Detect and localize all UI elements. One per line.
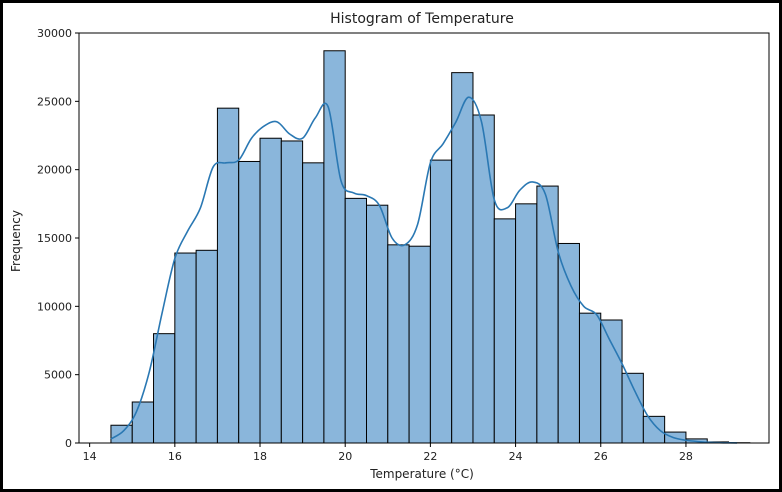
histogram-bar-18 xyxy=(493,218,517,444)
x-axis: 14 16 18 20 22 24 26 28 xyxy=(83,443,693,463)
histogram-bar-8 xyxy=(280,140,304,444)
histogram-chart: Histogram of Temperature 14 16 18 20 22 24 26 2… xyxy=(9,11,770,481)
y-tick-label: 5000 xyxy=(44,369,72,382)
x-axis-label: Temperature (°C) xyxy=(369,467,474,481)
histogram-bar-25 xyxy=(642,415,666,444)
y-tick-label: 25000 xyxy=(37,95,72,108)
histogram-bar-9 xyxy=(302,162,325,444)
histogram-bar-23 xyxy=(600,319,623,444)
y-tick-label: 15000 xyxy=(37,232,72,245)
chart-frame: Histogram of Temperature 14 16 18 20 22 24 26 2… xyxy=(3,3,779,489)
chart-title: Histogram of Temperature xyxy=(330,11,514,27)
x-tick-label: 20 xyxy=(338,450,352,463)
y-tick-label: 20000 xyxy=(37,164,72,177)
kde-curve xyxy=(110,96,738,444)
histogram-bar-2 xyxy=(153,333,176,444)
x-tick-label: 24 xyxy=(509,450,523,463)
histogram-bar-12 xyxy=(366,204,389,444)
histogram-bar-16 xyxy=(451,72,474,444)
y-axis: 0 5000 10000 15000 20000 25000 30000 xyxy=(37,27,79,450)
bars-group xyxy=(110,50,751,444)
histogram-bar-10 xyxy=(323,50,346,444)
histogram-bar-21 xyxy=(557,242,580,444)
histogram-bar-4 xyxy=(195,249,218,444)
histogram-bar-5 xyxy=(216,107,240,444)
histogram-bar-13 xyxy=(387,244,410,444)
histogram-bar-3 xyxy=(174,252,197,444)
x-tick-label: 18 xyxy=(253,450,267,463)
histogram-bar-7 xyxy=(259,137,282,444)
x-tick-label: 28 xyxy=(679,450,693,463)
histogram-bar-14 xyxy=(408,245,431,444)
y-tick-label: 30000 xyxy=(37,27,72,40)
x-tick-label: 22 xyxy=(423,450,437,463)
x-tick-label: 14 xyxy=(83,450,97,463)
histogram-bar-17 xyxy=(472,114,495,444)
histogram-bar-24 xyxy=(621,372,644,444)
y-tick-label: 10000 xyxy=(37,300,72,313)
histogram-bar-0 xyxy=(110,424,133,444)
histogram-bar-15 xyxy=(429,159,453,444)
y-tick-label: 0 xyxy=(65,437,72,450)
y-axis-label: Frequency xyxy=(9,210,23,272)
histogram-bar-19 xyxy=(515,203,538,444)
x-tick-label: 26 xyxy=(594,450,608,463)
histogram-bar-1 xyxy=(131,401,155,444)
histogram-bar-11 xyxy=(344,197,368,444)
histogram-bar-22 xyxy=(578,312,602,444)
histogram-bar-6 xyxy=(238,160,261,444)
x-tick-label: 16 xyxy=(168,450,182,463)
histogram-bar-20 xyxy=(536,185,559,444)
